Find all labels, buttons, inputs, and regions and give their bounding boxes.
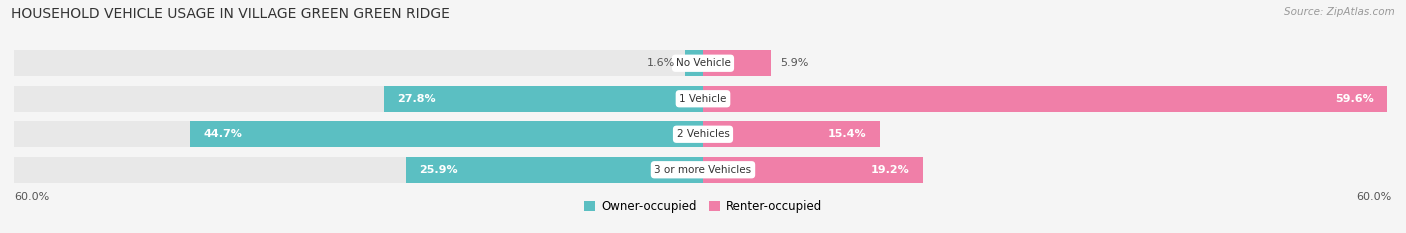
Text: 27.8%: 27.8% <box>398 94 436 104</box>
Text: 60.0%: 60.0% <box>1357 192 1392 202</box>
Text: Source: ZipAtlas.com: Source: ZipAtlas.com <box>1284 7 1395 17</box>
Bar <box>703 157 924 182</box>
Bar <box>190 121 703 147</box>
Text: 3 or more Vehicles: 3 or more Vehicles <box>654 165 752 175</box>
Text: 44.7%: 44.7% <box>204 129 242 139</box>
Bar <box>405 157 703 182</box>
Text: 2 Vehicles: 2 Vehicles <box>676 129 730 139</box>
Text: No Vehicle: No Vehicle <box>675 58 731 68</box>
Bar <box>703 121 880 147</box>
Bar <box>14 86 703 112</box>
Text: 19.2%: 19.2% <box>870 165 910 175</box>
Text: 59.6%: 59.6% <box>1334 94 1374 104</box>
Legend: Owner-occupied, Renter-occupied: Owner-occupied, Renter-occupied <box>579 195 827 218</box>
Bar <box>384 86 703 112</box>
Text: 1 Vehicle: 1 Vehicle <box>679 94 727 104</box>
Text: HOUSEHOLD VEHICLE USAGE IN VILLAGE GREEN GREEN RIDGE: HOUSEHOLD VEHICLE USAGE IN VILLAGE GREEN… <box>11 7 450 21</box>
Bar <box>14 121 703 147</box>
Text: 25.9%: 25.9% <box>419 165 458 175</box>
Text: 60.0%: 60.0% <box>14 192 49 202</box>
Bar <box>14 51 703 76</box>
Bar <box>703 51 770 76</box>
Text: 5.9%: 5.9% <box>780 58 808 68</box>
Bar <box>685 51 703 76</box>
Bar <box>14 157 703 182</box>
Bar <box>703 86 1388 112</box>
Text: 15.4%: 15.4% <box>827 129 866 139</box>
Text: 1.6%: 1.6% <box>647 58 675 68</box>
